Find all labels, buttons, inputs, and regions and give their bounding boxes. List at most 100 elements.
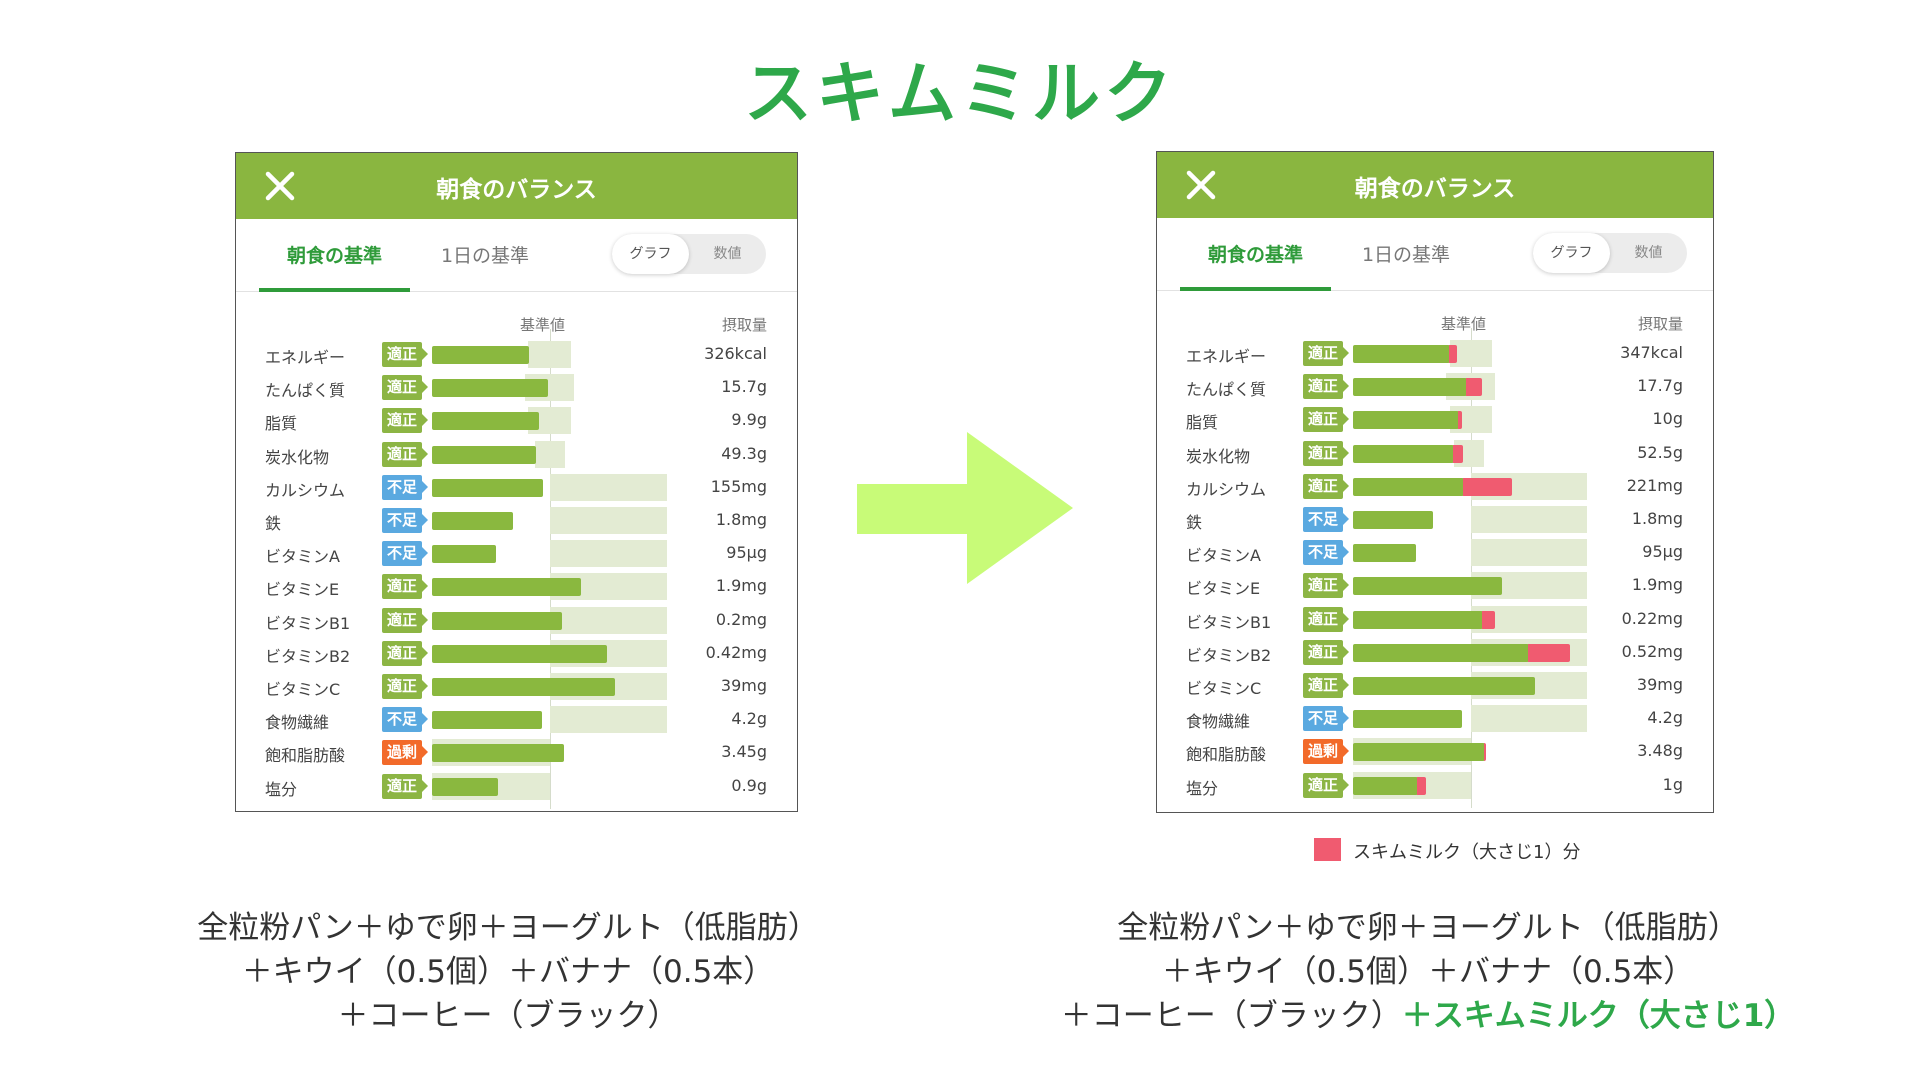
close-icon[interactable] [262,168,298,204]
skim-milk-added-bar [1484,743,1487,762]
status-badge: 適正 [382,574,428,600]
intake-bar [1353,610,1483,629]
tab-breakfast-standard[interactable]: 朝食の基準 [1207,244,1303,266]
standard-line [550,329,551,809]
caption-line-text: ＋コーヒー（ブラック） [1060,998,1402,1034]
intake-bar [432,346,529,364]
nutrient-label: 食物繊維 [265,713,330,733]
toggle-numbers[interactable]: 数値 [1634,245,1663,261]
status-badge: 不足 [382,474,428,500]
view-toggle[interactable]: グラフ 数値 [612,234,766,274]
nutrient-row: たんぱく質 適正 15.7g [236,371,797,404]
intake-bar [1353,378,1468,397]
status-badge: 適正 [1303,639,1349,665]
intake-bar [432,777,499,796]
nutrient-label: ビタミンB2 [265,646,351,666]
intake-value: 0.9g [731,775,767,795]
toggle-numbers[interactable]: 数値 [713,246,742,262]
toggle-graph[interactable]: グラフ [612,234,689,274]
nutrient-label: 食物繊維 [1186,712,1251,732]
intake-value: 1.9mg [1631,575,1683,595]
status-badge: 不足 [1303,706,1349,732]
active-tab-indicator [1180,287,1331,291]
status-badge: 適正 [1303,772,1349,798]
nutrient-row: ビタミンC 適正 39mg [1157,669,1713,702]
intake-value: 1.8mg [715,510,767,529]
legend-swatch-skim-milk [1314,838,1341,861]
intake-bar [432,545,496,564]
intake-bar [1353,677,1535,695]
intake-value: 49.3g [721,443,767,463]
view-toggle[interactable]: グラフ 数値 [1533,233,1687,273]
caption-after: 全粒粉パン＋ゆで卵＋ヨーグルト（低脂肪） ＋キウイ（0.5個）＋バナナ（0.5本… [978,906,1878,1038]
right-arrow-icon [857,432,1073,584]
intake-bar [432,379,548,398]
panel-header: 朝食のバランス [236,153,797,219]
nutrient-label: ビタミンE [1186,579,1261,599]
status-badge: 不足 [1303,540,1349,566]
intake-bar [1353,511,1434,529]
nutrient-label: ビタミンB1 [1186,612,1272,632]
nutrient-label: ビタミンA [1186,546,1261,566]
intake-bar [1353,544,1416,563]
panel-title: 朝食のバランス [436,177,597,203]
status-badge: 適正 [382,375,428,401]
caption-before: 全粒粉パン＋ゆで卵＋ヨーグルト（低脂肪） ＋キウイ（0.5個）＋バナナ（0.5本… [58,906,958,1038]
panel-header: 朝食のバランス [1157,152,1713,218]
nutrient-label: ビタミンB1 [265,613,351,633]
close-icon[interactable] [1183,167,1219,203]
nutrient-row: 脂質 適正 10g [1157,403,1713,436]
nutrient-row: 塩分 適正 0.9g [236,770,797,803]
nutrient-row: カルシウム 不足 155mg [236,471,797,504]
status-badge: 適正 [382,607,428,633]
nutrient-label: ビタミンB2 [1186,645,1272,665]
intake-bar [1353,743,1486,762]
nutrient-row: ビタミンB1 適正 0.2mg [236,604,797,637]
intake-bar [1353,411,1460,430]
skim-milk-added-bar [1527,643,1571,662]
intake-value: 39mg [1636,675,1683,694]
status-badge: 過剰 [382,740,428,766]
skim-milk-added-bar [1448,345,1457,363]
status-badge: 適正 [382,640,428,666]
skim-milk-added-bar [1481,610,1495,629]
intake-bar [432,412,540,431]
nutrient-row: 炭水化物 適正 52.5g [1157,437,1713,470]
intake-value: 39mg [720,676,767,695]
intake-value: 0.22mg [1621,608,1683,628]
nutrient-row: ビタミンB2 適正 0.42mg [236,637,797,670]
status-badge: 適正 [382,773,428,799]
nutrient-label: 鉄 [1186,513,1203,532]
target-range [1449,340,1493,367]
tab-daily-standard[interactable]: 1日の基準 [1361,244,1451,266]
toggle-graph[interactable]: グラフ [1533,233,1610,273]
nutrient-label: たんぱく質 [1186,380,1267,400]
column-header-standard: 基準値 [520,316,566,334]
nutrient-label: 脂質 [265,414,298,434]
column-header-intake: 摂取量 [1637,315,1683,333]
nutrient-label: たんぱく質 [265,381,346,401]
column-header-standard: 基準値 [1441,315,1487,333]
nutrient-row: ビタミンB2 適正 0.52mg [1157,636,1713,669]
intake-value: 4.2g [1647,708,1683,728]
target-range [527,341,572,368]
intake-bar [1353,477,1464,496]
nutrient-label: ビタミンA [265,547,340,567]
nutrient-row: ビタミンA 不足 95μg [236,537,797,570]
nutrient-label: 炭水化物 [265,447,330,467]
tab-daily-standard[interactable]: 1日の基準 [440,245,530,267]
target-range [534,440,566,468]
intake-value: 0.52mg [1621,641,1683,661]
intake-bar [432,711,542,730]
status-badge: 不足 [382,508,428,533]
intake-bar [432,678,615,696]
nutrient-label: 脂質 [1186,413,1219,433]
target-range [1471,705,1587,733]
tab-breakfast-standard[interactable]: 朝食の基準 [286,245,382,267]
target-range [550,606,667,634]
nutrient-row: 脂質 適正 9.9g [236,404,797,437]
nutrient-label: 鉄 [265,514,282,533]
target-range [550,540,667,568]
nutrient-row: 食物繊維 不足 4.2g [236,703,797,736]
nutrient-row: ビタミンC 適正 39mg [236,670,797,703]
